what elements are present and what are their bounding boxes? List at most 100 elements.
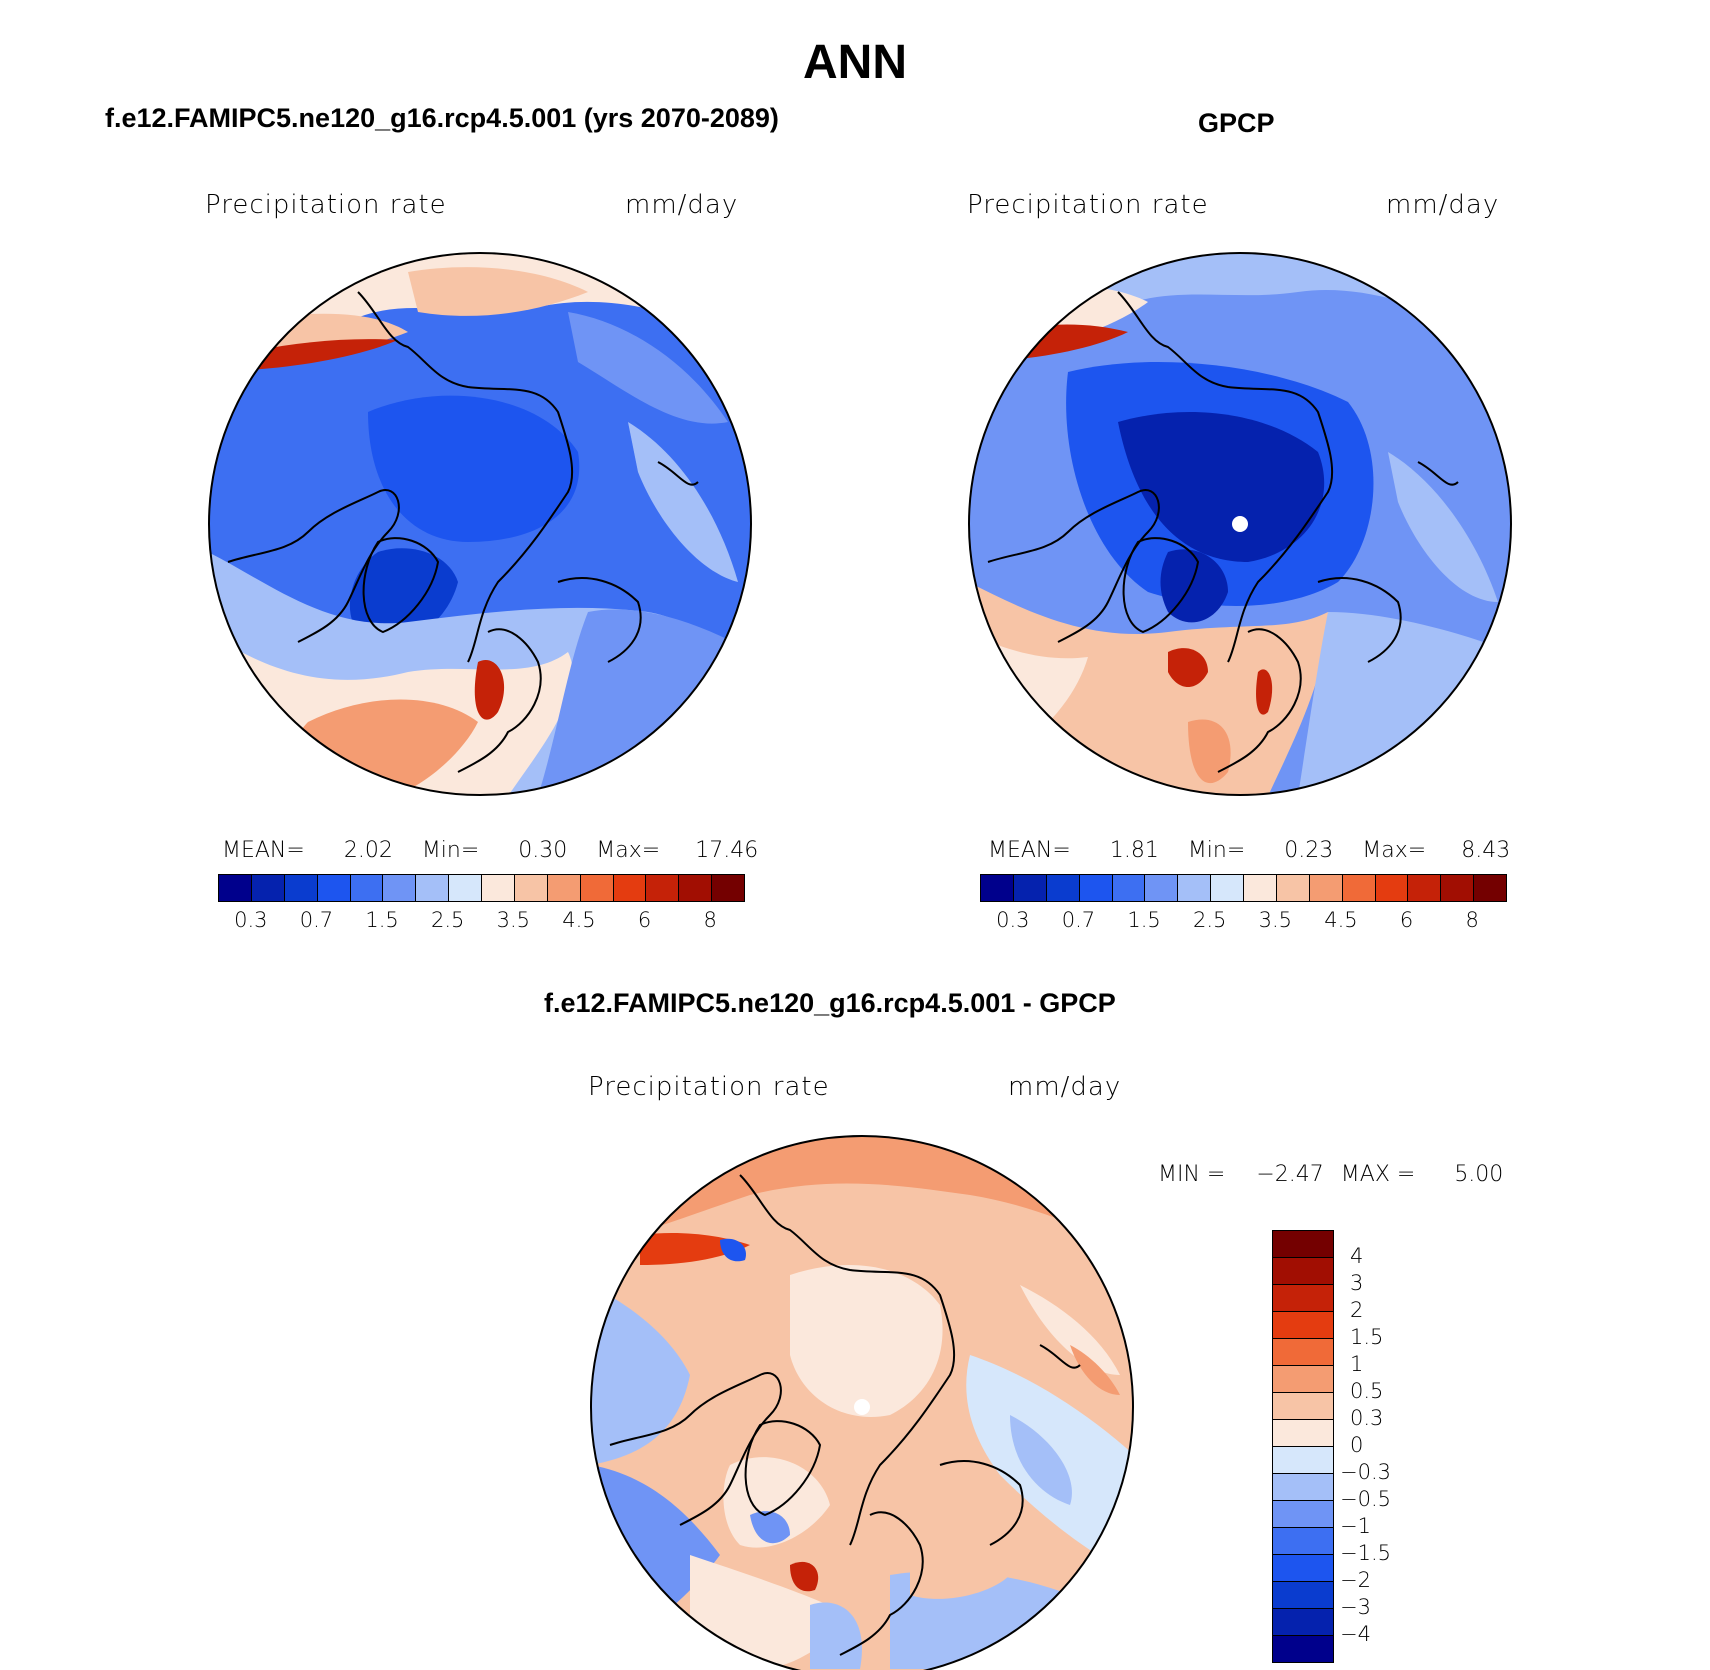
panel2-colorbar-tick-label: 8 <box>1465 908 1479 932</box>
panel3-colorbar-tick-label: 0.3 <box>1350 1406 1384 1430</box>
panel3-colorbar-tick-label: −3 <box>1340 1595 1371 1619</box>
panel2-colorbar-tick-label: 0.3 <box>996 908 1030 932</box>
panel2-colorbar-tick-label: 6 <box>1399 908 1414 932</box>
panel1-variable: Precipitation rate <box>205 190 447 220</box>
panel3-colorbar-box <box>1273 1231 1333 1258</box>
panel3-colorbar-box <box>1273 1366 1333 1393</box>
panel1-colorbar-box <box>679 875 713 901</box>
panel1-colorbar-tick-label: 1.5 <box>365 908 399 932</box>
panel2-min-label: Min= <box>1187 838 1246 863</box>
panel1-colorbar-box <box>613 875 647 901</box>
panel2-max-label: Max= <box>1362 838 1427 863</box>
panel3-colorbar-tick-label: 0 <box>1350 1433 1364 1457</box>
panel2-units: mm/day <box>1386 190 1500 220</box>
panel3-variable: Precipitation rate <box>588 1072 830 1102</box>
panel2-colorbar-tick-label: 4.5 <box>1324 908 1358 932</box>
panel3-title: f.e12.FAMIPC5.ne120_g16.rcp4.5.001 - GPC… <box>544 988 1116 1018</box>
panel1-colorbar <box>218 874 745 902</box>
panel2-mean-value: 1.81 <box>1109 838 1159 863</box>
panel2-colorbar-box <box>1046 875 1080 901</box>
panel2-mean-label: MEAN= <box>988 838 1071 863</box>
panel1-colorbar-box <box>416 875 450 901</box>
panel3-colorbar-box <box>1273 1312 1333 1339</box>
panel3-min-label: MIN = <box>1158 1162 1226 1187</box>
panel3-colorbar-box <box>1273 1474 1333 1501</box>
panel1-colorbar-box <box>712 875 744 901</box>
panel3-colorbar-tick-label: −0.5 <box>1340 1487 1391 1511</box>
panel3-colorbar-tick-label: 4 <box>1350 1244 1364 1268</box>
panel2-colorbar-box <box>1342 875 1376 901</box>
panel1-mean-label: MEAN= <box>222 838 305 863</box>
panel1-colorbar-box <box>284 875 318 901</box>
panel1-colorbar-tick-label: 0.7 <box>299 908 334 932</box>
panel1-max-value: 17.46 <box>695 838 759 863</box>
panel2-colorbar-box <box>1178 875 1212 901</box>
panel2-colorbar-tick-label: 3.5 <box>1258 908 1293 932</box>
panel2-colorbar-box <box>1145 875 1179 901</box>
panel3-colorbar-box <box>1273 1609 1333 1636</box>
panel3-max-label: MAX = <box>1340 1162 1416 1187</box>
panel3-colorbar-box <box>1273 1420 1333 1447</box>
panel3-max-value: 5.00 <box>1454 1162 1504 1187</box>
panel2-colorbar-box <box>1375 875 1409 901</box>
panel1-colorbar-box <box>350 875 384 901</box>
panel3-colorbar-tick-label: −1.5 <box>1340 1541 1391 1565</box>
panel2-colorbar-box <box>1013 875 1047 901</box>
panel1-colorbar-box <box>449 875 482 901</box>
panel1-mean-value: 2.02 <box>343 838 393 863</box>
panel2-min-value: 0.23 <box>1284 838 1334 863</box>
panel2-colorbar-box <box>1079 875 1113 901</box>
panel3-colorbar-box <box>1273 1501 1333 1528</box>
panel2-colorbar-box <box>1112 875 1146 901</box>
panel1-colorbar-tick-label: 4.5 <box>562 908 596 932</box>
panel2-colorbar-tick-label: 2.5 <box>1192 908 1227 932</box>
panel2-colorbar-box <box>1276 875 1310 901</box>
panel3-colorbar-box <box>1273 1339 1333 1366</box>
figure-title: ANN <box>803 36 907 89</box>
panel2-title: GPCP <box>1198 108 1275 138</box>
panel2-colorbar-ticks: 0.3 0.7 1.5 2.5 3.5 4.5 6 8 <box>980 908 1505 936</box>
panel2-colorbar-box <box>1474 875 1506 901</box>
panel3-polar-map <box>590 1135 1134 1670</box>
panel3-min-value: −2.47 <box>1256 1162 1324 1187</box>
panel3-colorbar-tick-label: −1 <box>1340 1514 1371 1538</box>
panel3-colorbar-box <box>1273 1555 1333 1582</box>
panel3-colorbar-box <box>1273 1393 1333 1420</box>
panel1-colorbar-tick-label: 3.5 <box>496 908 531 932</box>
panel3-colorbar-tick-label: −4 <box>1340 1622 1371 1646</box>
panel2-colorbar-box <box>1408 875 1442 901</box>
panel2-colorbar-box <box>981 875 1014 901</box>
panel1-min-value: 0.30 <box>518 838 568 863</box>
panel2-colorbar-tick-label: 0.7 <box>1061 908 1096 932</box>
panel1-colorbar-box <box>482 875 515 901</box>
panel2-colorbar-box <box>1441 875 1475 901</box>
panel1-colorbar-box <box>646 875 680 901</box>
panel1-title: f.e12.FAMIPC5.ne120_g16.rcp4.5.001 (yrs … <box>105 103 779 133</box>
panel1-min-label: Min= <box>421 838 480 863</box>
panel1-colorbar-box <box>580 875 614 901</box>
panel1-colorbar-box <box>251 875 285 901</box>
panel2-colorbar-box <box>1309 875 1343 901</box>
panel3-colorbar-box <box>1273 1258 1333 1285</box>
panel3-units: mm/day <box>1008 1072 1122 1102</box>
panel1-colorbar-tick-label: 0.3 <box>234 908 268 932</box>
panel3-colorbar-box <box>1273 1636 1333 1662</box>
panel2-max-value: 8.43 <box>1461 838 1511 863</box>
panel2-colorbar <box>980 874 1507 902</box>
panel3-colorbar-tick-label: −2 <box>1340 1568 1371 1592</box>
panel3-colorbar-box <box>1273 1285 1333 1312</box>
panel3-colorbar-box <box>1273 1447 1333 1474</box>
panel3-colorbar-box <box>1273 1528 1333 1555</box>
panel2-colorbar-tick-label: 1.5 <box>1127 908 1161 932</box>
panel1-max-label: Max= <box>596 838 661 863</box>
panel3-colorbar-tick-label: −0.3 <box>1340 1460 1391 1484</box>
panel1-colorbar-box <box>514 875 548 901</box>
panel3-colorbar-ticks: 4 3 2 1.5 1 0.5 0.3 0 −0.3 −0.5 −1 −1.5 −2 −3 −4 <box>1340 1230 1420 1662</box>
panel1-colorbar-tick-label: 8 <box>703 908 717 932</box>
panel2-colorbar-box <box>1244 875 1277 901</box>
panel3-colorbar-tick-label: 1 <box>1350 1352 1364 1376</box>
panel3-colorbar-tick-label: 3 <box>1350 1271 1364 1295</box>
panel1-colorbar-ticks: 0.3 0.7 1.5 2.5 3.5 4.5 6 8 <box>218 908 743 936</box>
panel2-variable: Precipitation rate <box>967 190 1209 220</box>
panel3-colorbar <box>1272 1230 1334 1663</box>
